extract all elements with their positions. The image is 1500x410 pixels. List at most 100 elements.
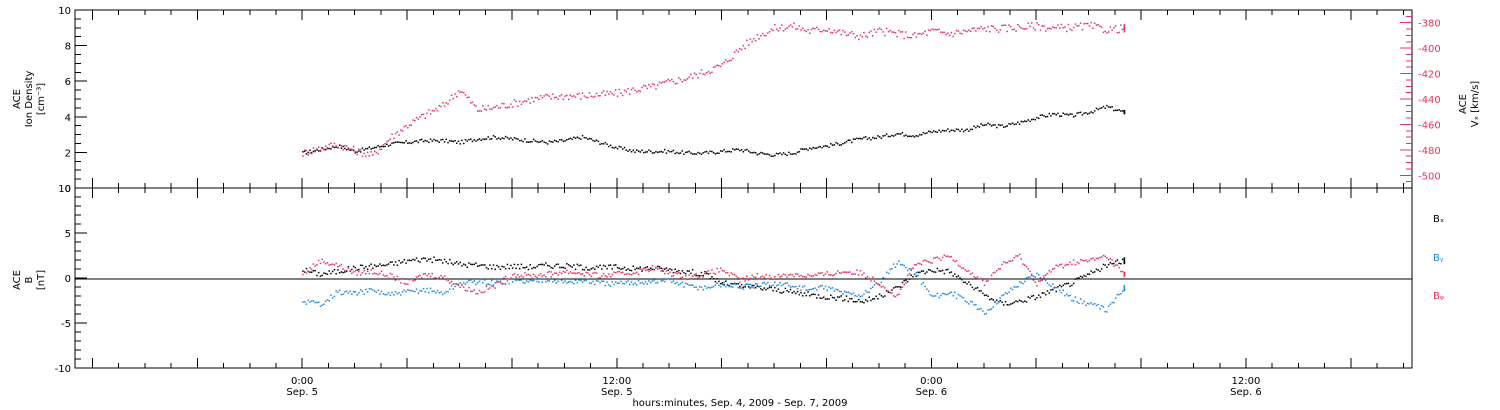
velocity-point xyxy=(812,27,814,29)
field-point-0 xyxy=(1024,300,1026,302)
velocity-point xyxy=(760,35,762,37)
density-point xyxy=(421,138,423,141)
velocity-point xyxy=(501,102,503,105)
field-point-1 xyxy=(997,301,1000,304)
field-point-2 xyxy=(999,268,1001,270)
top-left-tick-label: 10 xyxy=(58,6,71,17)
field-point-2 xyxy=(861,273,863,276)
velocity-point xyxy=(868,31,870,34)
field-point-1 xyxy=(503,282,505,285)
field-point-0 xyxy=(683,271,685,274)
density-point xyxy=(1032,118,1035,120)
velocity-point xyxy=(485,109,488,111)
field-point-1 xyxy=(838,290,841,293)
field-point-0 xyxy=(912,275,914,278)
field-point-1 xyxy=(796,288,799,290)
velocity-point xyxy=(719,65,722,68)
field-point-2 xyxy=(342,268,344,270)
field-point-2 xyxy=(926,260,928,262)
density-point xyxy=(620,146,622,148)
density-point xyxy=(845,140,848,143)
velocity-point xyxy=(1097,24,1099,26)
field-point-1 xyxy=(352,291,355,293)
field-point-1 xyxy=(1048,284,1050,286)
field-point-1 xyxy=(412,290,414,292)
velocity-point xyxy=(744,47,746,50)
field-point-0 xyxy=(884,295,886,297)
velocity-point xyxy=(964,30,967,32)
field-point-2 xyxy=(421,277,423,279)
field-point-0 xyxy=(604,265,607,268)
field-point-2 xyxy=(658,267,661,270)
field-point-2 xyxy=(587,272,589,274)
field-point-0 xyxy=(1104,264,1106,266)
field-point-1 xyxy=(487,283,489,285)
bottom-left-tick-label: -5 xyxy=(61,319,71,330)
field-point-0 xyxy=(342,271,344,274)
field-point-2 xyxy=(922,260,925,262)
field-point-1 xyxy=(943,293,946,295)
field-point-2 xyxy=(361,272,364,274)
field-point-0 xyxy=(833,297,835,299)
velocity-point xyxy=(823,29,825,32)
field-point-2 xyxy=(987,280,989,282)
field-point-1 xyxy=(331,297,334,299)
field-point-0 xyxy=(882,296,884,298)
density-point xyxy=(875,137,877,140)
velocity-point xyxy=(1011,28,1014,31)
field-point-2 xyxy=(980,277,982,280)
field-point-0 xyxy=(709,278,711,280)
field-point-0 xyxy=(1069,285,1071,288)
field-point-2 xyxy=(415,276,418,278)
velocity-point xyxy=(435,107,437,110)
density-point xyxy=(613,147,615,149)
velocity-point xyxy=(837,30,839,32)
velocity-point xyxy=(947,32,949,35)
velocity-point xyxy=(429,113,432,115)
field-point-0 xyxy=(338,272,341,274)
density-point xyxy=(508,138,510,140)
field-point-1 xyxy=(1043,277,1045,279)
density-point xyxy=(809,147,811,149)
velocity-point xyxy=(1093,22,1096,25)
velocity-point xyxy=(664,81,666,83)
density-point xyxy=(770,155,773,157)
field-point-1 xyxy=(338,289,341,291)
field-point-0 xyxy=(964,281,967,284)
field-point-0 xyxy=(1102,263,1105,266)
field-point-1 xyxy=(1032,275,1035,277)
density-point xyxy=(999,124,1001,127)
field-point-0 xyxy=(870,299,872,302)
field-point-0 xyxy=(407,259,409,262)
field-point-2 xyxy=(634,272,636,275)
field-point-1 xyxy=(931,295,933,297)
field-point-1 xyxy=(730,285,732,288)
field-point-2 xyxy=(345,269,348,272)
field-point-0 xyxy=(421,258,423,260)
velocity-point xyxy=(415,116,418,119)
field-point-2 xyxy=(821,271,823,274)
density-point xyxy=(501,137,503,139)
field-point-1 xyxy=(809,288,811,291)
velocity-point xyxy=(560,94,563,96)
field-point-0 xyxy=(546,264,549,267)
field-point-2 xyxy=(492,285,495,288)
field-point-0 xyxy=(740,284,743,286)
field-point-0 xyxy=(503,266,505,268)
field-point-0 xyxy=(576,263,579,266)
velocity-point xyxy=(539,95,542,97)
field-point-1 xyxy=(810,288,813,290)
velocity-point xyxy=(872,35,874,37)
field-point-0 xyxy=(464,264,467,266)
field-point-1 xyxy=(987,309,989,311)
density-point xyxy=(812,146,814,149)
field-point-2 xyxy=(386,274,388,277)
field-point-1 xyxy=(705,287,708,289)
density-point xyxy=(422,140,425,143)
field-point-0 xyxy=(791,292,794,294)
density-point xyxy=(674,152,676,155)
velocity-point xyxy=(772,29,774,32)
density-point xyxy=(889,135,891,138)
field-point-0 xyxy=(372,267,374,270)
field-point-2 xyxy=(1067,263,1070,266)
